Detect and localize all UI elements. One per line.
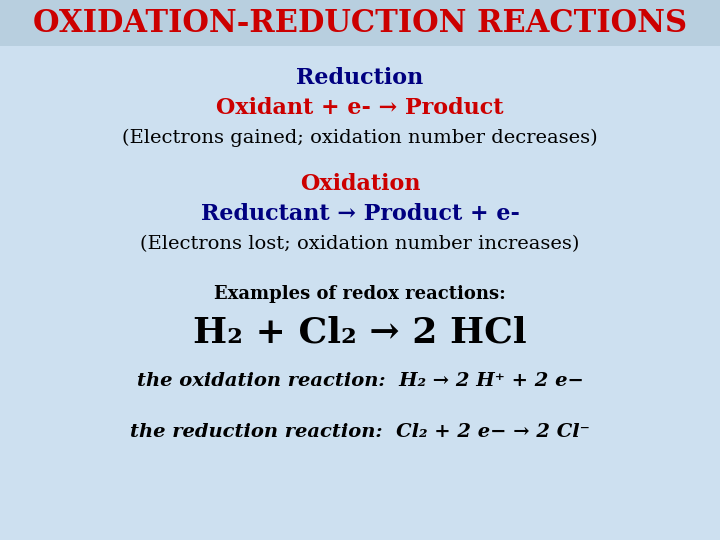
Text: the reduction reaction:  Cl₂ + 2 e− → 2 Cl⁻: the reduction reaction: Cl₂ + 2 e− → 2 C…: [130, 423, 590, 441]
Text: H₂ + Cl₂ → 2 HCl: H₂ + Cl₂ → 2 HCl: [193, 315, 527, 349]
Text: Reductant → Product + e-: Reductant → Product + e-: [201, 204, 519, 225]
Text: (Electrons gained; oxidation number decreases): (Electrons gained; oxidation number decr…: [122, 129, 598, 147]
Text: Oxidation: Oxidation: [300, 173, 420, 194]
FancyBboxPatch shape: [0, 0, 720, 46]
Text: (Electrons lost; oxidation number increases): (Electrons lost; oxidation number increa…: [140, 235, 580, 253]
Text: Examples of redox reactions:: Examples of redox reactions:: [214, 285, 506, 303]
Text: Oxidant + e- → Product: Oxidant + e- → Product: [216, 97, 504, 119]
Text: OXIDATION-REDUCTION REACTIONS: OXIDATION-REDUCTION REACTIONS: [33, 8, 687, 39]
Text: Reduction: Reduction: [297, 68, 423, 89]
Text: the oxidation reaction:  H₂ → 2 H⁺ + 2 e−: the oxidation reaction: H₂ → 2 H⁺ + 2 e−: [137, 372, 583, 390]
